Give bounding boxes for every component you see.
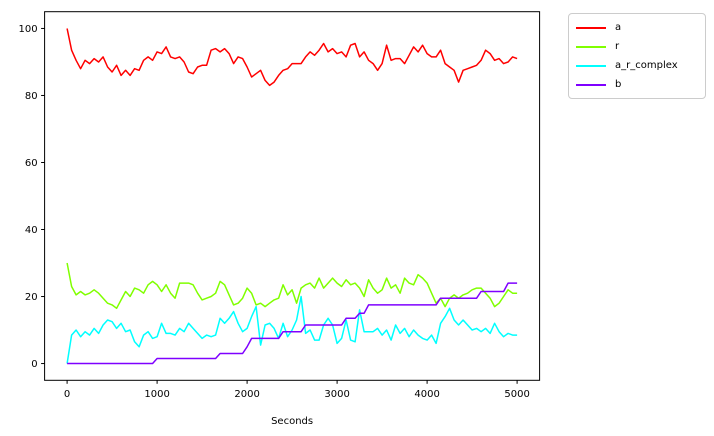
x-axis-label: Seconds: [271, 416, 313, 427]
legend-label-b: b: [615, 78, 622, 90]
legend-item-a: a: [576, 21, 697, 35]
series-lines: [66, 28, 518, 365]
series-line-a: [66, 28, 518, 87]
plot-frame: [44, 11, 541, 381]
legend-item-b: b: [576, 78, 697, 92]
series-line-r: [66, 262, 518, 310]
series-line-a-r-complex: [66, 295, 518, 364]
legend-item-a-r-complex: a_r_complex: [576, 59, 697, 73]
svg-text:0: 0: [31, 359, 37, 370]
legend-label-a: a: [615, 21, 622, 33]
legend-label-r: r: [615, 40, 620, 52]
svg-text:2000: 2000: [234, 389, 259, 400]
svg-text:0: 0: [64, 389, 70, 400]
svg-text:4000: 4000: [414, 389, 439, 400]
legend-swatch-a-r-complex: [576, 64, 606, 67]
svg-text:20: 20: [25, 292, 38, 303]
svg-text:60: 60: [25, 158, 38, 169]
svg-text:1000: 1000: [144, 389, 169, 400]
y-axis-ticks: 0 20 40 60 80 100: [19, 24, 45, 370]
legend-label-a-r-complex: a_r_complex: [615, 59, 678, 71]
series-line-b: [67, 282, 518, 365]
svg-text:3000: 3000: [324, 389, 349, 400]
legend-item-r: r: [576, 40, 697, 54]
legend: a r a_r_complex b: [568, 13, 706, 99]
svg-text:80: 80: [25, 91, 38, 102]
svg-text:100: 100: [19, 24, 38, 35]
legend-swatch-a: [576, 26, 606, 29]
legend-swatch-r: [576, 45, 606, 48]
svg-text:40: 40: [25, 225, 38, 236]
x-axis-ticks: 0 1000 2000 3000 4000 5000: [64, 380, 530, 400]
legend-swatch-b: [576, 83, 606, 86]
svg-text:5000: 5000: [504, 389, 529, 400]
